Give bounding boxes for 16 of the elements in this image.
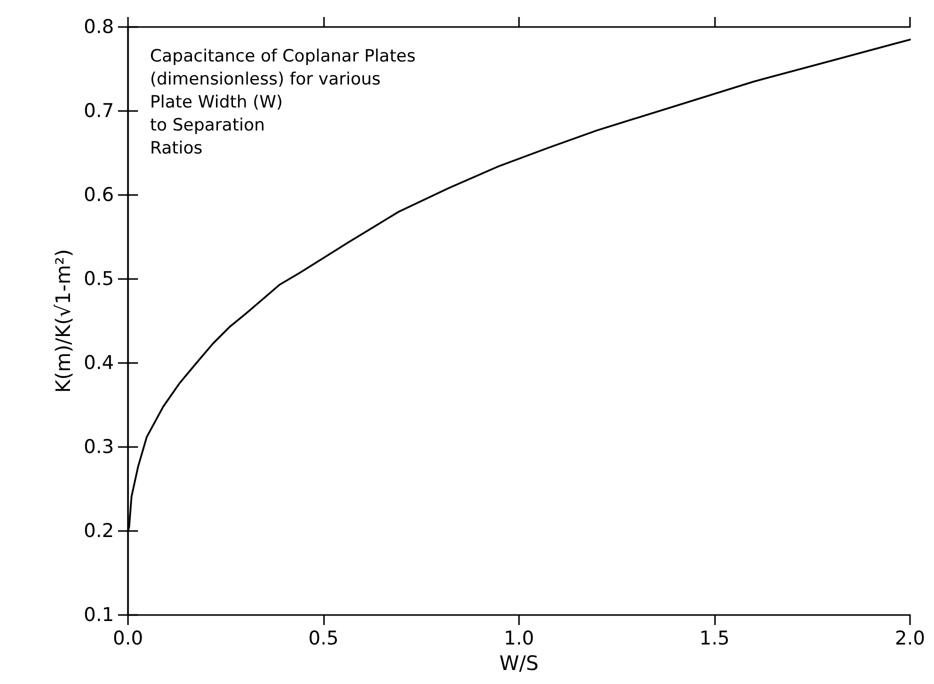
annotation: Capacitance of Coplanar Plates (dimensionless) for various Plate Width (W) to Separation Ratios [150, 46, 416, 158]
y-tick-label: 0.2 [84, 520, 114, 542]
y-axis-title: K(m)/K(√1-m²) [50, 249, 75, 393]
x-tick-label: 1.5 [699, 628, 730, 650]
x-tick-label: 1.0 [504, 628, 534, 650]
y-tick-label: 0.5 [84, 268, 114, 290]
y-tick-label: 0.1 [84, 604, 114, 626]
y-tick-label: 0.4 [84, 352, 114, 374]
x-tick-label: 2.0 [894, 628, 926, 650]
x-tick-label: 0.0 [112, 628, 144, 650]
x-tick-label: 0.5 [308, 628, 339, 650]
y-tick-label: 0.6 [84, 184, 114, 206]
x-axis-title: W/S [499, 650, 539, 675]
y-tick-label: 0.3 [84, 436, 114, 458]
y-tick-label: 0.7 [84, 100, 114, 122]
y-tick-label: 0.8 [84, 16, 114, 38]
